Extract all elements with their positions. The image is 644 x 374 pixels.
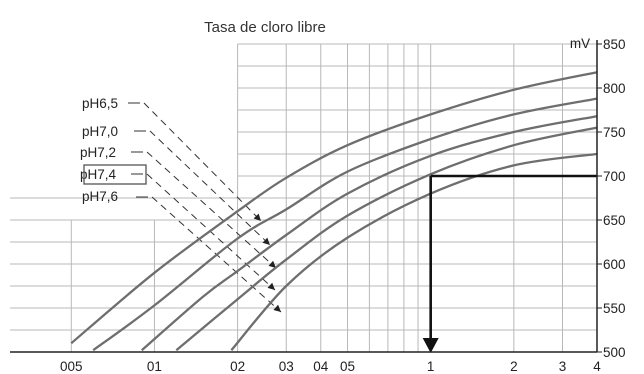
legend-arrows: [128, 102, 282, 313]
x-tick-label: 3: [559, 359, 567, 374]
y-tick-label: 750: [603, 125, 626, 140]
legend-item-label: pH7,6: [82, 189, 118, 204]
series-line-pH7,6: [230, 152, 598, 351]
y-tick-label: 700: [603, 169, 626, 184]
axes: 500 550 600 650 700 750 800 850 005 01 02 03 04 05 1 2 3…: [10, 37, 626, 374]
legend-item-label: pH7,2: [80, 145, 116, 160]
legend-pointer-line: [146, 173, 276, 291]
legend: pH6,5 pH7,0 pH7,2 pH7,4 pH7,6: [80, 96, 147, 204]
legend-pointer-arrowhead: [253, 213, 261, 221]
legend-pointer-arrowhead: [273, 304, 281, 312]
y-tick-label: 500: [603, 345, 626, 360]
legend-item-label: pH7,0: [82, 124, 118, 139]
x-tick-label: 2: [510, 359, 518, 374]
x-tick-label: 02: [230, 359, 245, 374]
legend-item-label: pH6,5: [82, 96, 118, 111]
y-tick-label: 850: [603, 37, 626, 52]
y-tick-label: 650: [603, 213, 626, 228]
x-tick-label: 04: [313, 359, 329, 374]
x-tick-label: 4: [593, 359, 601, 374]
legend-highlight-box: [83, 164, 147, 185]
x-tick-label: 05: [340, 359, 355, 374]
series-lines: [70, 71, 598, 352]
series-line-pH7,4: [175, 126, 598, 352]
legend-item-label: pH7,4: [80, 167, 117, 182]
x-tick-label: 01: [147, 359, 162, 374]
x-tick-label: 005: [60, 359, 83, 374]
y-tick-label: 550: [603, 301, 626, 316]
series-line-pH6,5: [70, 71, 598, 345]
legend-pointer-line: [149, 130, 271, 246]
chart-title: Tasa de cloro libre: [204, 19, 326, 36]
series-line-pH7,0: [92, 97, 598, 352]
legend-pointer-arrowhead: [267, 282, 275, 290]
annotations: [422, 174, 597, 353]
series-line-pH7,2: [141, 115, 598, 352]
y-axis-label: mV: [570, 36, 590, 51]
reference-arrow-head: [422, 338, 439, 353]
x-tick-label: 1: [427, 359, 435, 374]
legend-pointer-line: [146, 151, 277, 269]
legend-pointer-arrowhead: [262, 237, 270, 245]
y-tick-label: 600: [603, 257, 626, 272]
legend-pointer-line: [143, 102, 262, 222]
y-tick-label: 800: [603, 81, 626, 96]
x-tick-label: 03: [279, 359, 294, 374]
legend-pointer-arrowhead: [268, 260, 276, 268]
